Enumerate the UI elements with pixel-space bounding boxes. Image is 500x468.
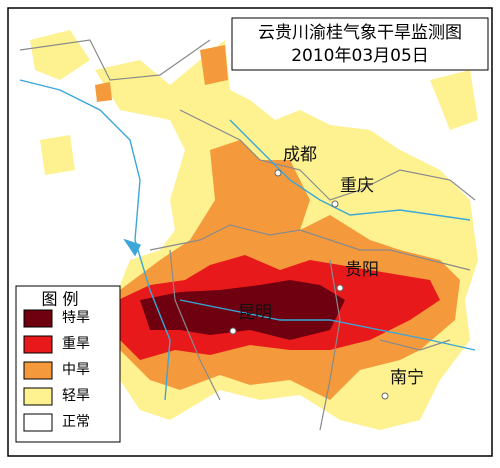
legend-label: 轻旱 <box>62 388 90 404</box>
city-dot <box>381 392 389 400</box>
title-box: 云贵川渝桂气象干旱监测图 2010年03月05日 <box>231 17 489 71</box>
legend-swatch <box>23 387 53 406</box>
city-label: 南宁 <box>390 368 424 388</box>
city-label: 成都 <box>283 145 317 165</box>
legend-swatch <box>23 361 53 380</box>
boundary <box>19 39 476 201</box>
river <box>229 119 471 221</box>
legend-label: 重旱 <box>62 336 90 352</box>
title-frame <box>231 17 489 71</box>
city-dot <box>331 200 339 208</box>
city-dot <box>274 169 282 177</box>
title: 云贵川渝桂气象干旱监测图 <box>258 23 462 43</box>
legend-label: 中旱 <box>62 362 90 378</box>
river <box>179 299 476 351</box>
date: 2010年03月05日 <box>291 46 429 66</box>
drought-areas <box>30 30 478 430</box>
extreme-drought <box>140 280 345 340</box>
boundary <box>149 224 471 271</box>
city-dot <box>229 327 237 335</box>
legend-swatch <box>23 309 53 328</box>
legend-swatch <box>23 335 53 354</box>
legend-title: 图 例 <box>41 290 78 309</box>
city-dot <box>336 284 344 292</box>
lake <box>123 238 141 257</box>
rivers <box>19 79 476 401</box>
city-label: 重庆 <box>340 176 374 196</box>
city-label: 昆明 <box>238 303 272 323</box>
light-drought <box>30 30 478 175</box>
legend-label: 正常 <box>62 414 90 430</box>
river <box>19 79 171 401</box>
boundary <box>169 249 451 431</box>
moderate-drought <box>95 45 228 102</box>
boundaries <box>19 39 476 431</box>
city-label: 贵阳 <box>345 260 379 280</box>
legend-swatch <box>23 413 53 432</box>
legend-label: 特旱 <box>62 310 90 326</box>
